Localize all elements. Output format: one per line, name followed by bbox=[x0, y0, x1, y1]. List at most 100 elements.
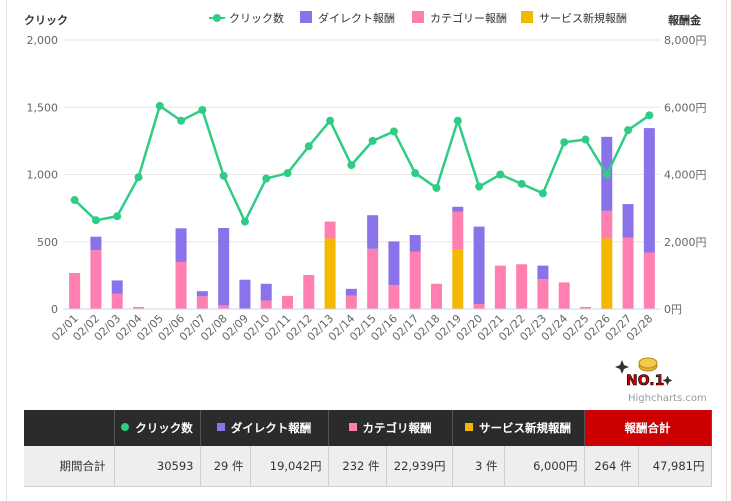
click-reward-chart: 0 500 1,000 1,500 2,000 0円 2,000円 4,000円 6,000円 8… bbox=[24, 11, 707, 344]
clicks-point bbox=[389, 127, 398, 136]
y-right-tick-label: 8,000円 bbox=[664, 34, 707, 47]
y-left-tick-label: 1,500 bbox=[27, 101, 59, 114]
clicks-series-line bbox=[73, 103, 651, 225]
clicks-point bbox=[581, 135, 590, 144]
clicks-point bbox=[283, 169, 292, 178]
clicks-point bbox=[475, 182, 484, 191]
clicks-point bbox=[645, 111, 654, 120]
category-bar bbox=[111, 293, 123, 309]
direct-count: 29 件 bbox=[200, 446, 251, 487]
summary-total-row: 期間合計 30593 29 件 19,042円 232 件 22,939円 3 … bbox=[24, 446, 712, 487]
clicks-point bbox=[134, 173, 143, 182]
category-bar bbox=[69, 273, 81, 309]
direct-bar bbox=[345, 288, 357, 296]
clicks-point bbox=[347, 161, 356, 170]
category-bar bbox=[494, 265, 506, 309]
category-bar bbox=[218, 305, 230, 309]
category-bar bbox=[367, 248, 379, 309]
row-label: 期間合計 bbox=[24, 446, 115, 487]
y-right-tick-label: 6,000円 bbox=[664, 101, 707, 114]
clicks-point bbox=[70, 196, 79, 205]
direct-bar bbox=[175, 228, 187, 262]
chart-line bbox=[70, 101, 654, 226]
direct-bar bbox=[218, 227, 230, 306]
y-left-tick-label: 2,000 bbox=[27, 34, 59, 47]
summary-table: クリック数 ダイレクト報酬 カテゴリ報酬 サービス新規報酬 報酬合計 期間合計 … bbox=[24, 410, 712, 487]
summary-header-row: クリック数 ダイレクト報酬 カテゴリ報酬 サービス新規報酬 報酬合計 bbox=[24, 410, 712, 446]
legend-direct: ダイレクト報酬 bbox=[300, 11, 395, 25]
direct-bar bbox=[239, 279, 251, 309]
direct-bar bbox=[90, 236, 102, 251]
category-bar bbox=[643, 252, 655, 309]
y-left-tick-label: 1,000 bbox=[27, 169, 59, 182]
chart-axes: 0 500 1,000 1,500 2,000 0円 2,000円 4,000円 6,000円 8… bbox=[27, 34, 707, 344]
category-bar bbox=[196, 296, 208, 309]
legend-category: カテゴリー報酬 bbox=[412, 11, 507, 25]
direct-square-icon bbox=[216, 423, 225, 431]
chart-card bbox=[6, 0, 727, 501]
no1-badge-logo: NO.1 bbox=[614, 355, 674, 395]
legend-dot-icon bbox=[213, 14, 221, 22]
clicks-point bbox=[602, 170, 611, 179]
clicks-total: 30593 bbox=[114, 446, 201, 487]
category-bar bbox=[558, 282, 570, 309]
category-bar bbox=[409, 251, 421, 309]
category-bar bbox=[452, 211, 464, 250]
clicks-point bbox=[368, 136, 377, 145]
category-bar bbox=[622, 237, 634, 309]
category-bar bbox=[260, 300, 272, 309]
clicks-point bbox=[538, 189, 547, 198]
no1-logo-text: NO.1 bbox=[626, 373, 664, 389]
direct-bar bbox=[452, 206, 464, 212]
chart-legend: クリック数 ダイレクト報酬 カテゴリー報酬 サービス新規報酬 bbox=[209, 11, 627, 25]
header-service: サービス新規報酬 bbox=[452, 410, 585, 446]
direct-bar bbox=[537, 265, 549, 280]
clicks-point bbox=[517, 179, 526, 188]
legend-label: カテゴリー報酬 bbox=[430, 11, 507, 25]
total-count: 264 件 bbox=[584, 446, 639, 487]
clicks-point bbox=[177, 116, 186, 125]
y-left-tick-label: 500 bbox=[37, 236, 58, 249]
legend-square-icon bbox=[412, 11, 424, 23]
direct-bar bbox=[260, 283, 272, 301]
category-bar bbox=[601, 210, 613, 239]
category-bar bbox=[580, 306, 591, 309]
legend-square-icon bbox=[521, 11, 533, 23]
category-square-icon bbox=[348, 423, 357, 431]
header-total: 報酬合計 bbox=[584, 410, 712, 446]
service-bar bbox=[601, 238, 613, 309]
clicks-point bbox=[432, 183, 441, 192]
clicks-point bbox=[453, 116, 462, 125]
legend-clicks: クリック数 bbox=[209, 12, 284, 25]
chart-bars bbox=[69, 128, 655, 309]
service-count: 3 件 bbox=[452, 446, 505, 487]
header-clicks: クリック数 bbox=[114, 410, 201, 446]
clicks-point bbox=[496, 170, 505, 179]
total-amount: 47,981円 bbox=[638, 446, 712, 487]
header-blank bbox=[24, 410, 115, 446]
clicks-point bbox=[326, 116, 335, 125]
clicks-point bbox=[624, 126, 633, 135]
chart-grid bbox=[64, 39, 660, 310]
y-left-tick-label: 0 bbox=[51, 303, 58, 316]
highcharts-credit-link[interactable]: Highcharts.com bbox=[628, 393, 707, 404]
legend-label: サービス新規報酬 bbox=[539, 11, 627, 25]
left-axis-title: クリック bbox=[24, 14, 68, 27]
category-bar bbox=[516, 264, 528, 309]
direct-bar bbox=[409, 235, 421, 252]
service-bar bbox=[452, 249, 464, 309]
legend-square-icon bbox=[300, 11, 312, 23]
direct-bar bbox=[111, 280, 123, 294]
legend-service: サービス新規報酬 bbox=[521, 11, 627, 25]
y-right-tick-label: 2,000円 bbox=[664, 236, 707, 249]
clicks-point bbox=[560, 138, 569, 147]
category-bar bbox=[90, 250, 102, 309]
category-bar bbox=[345, 295, 357, 309]
direct-bar bbox=[388, 241, 400, 286]
category-bar bbox=[473, 303, 485, 309]
category-bar bbox=[303, 275, 315, 309]
clicks-point bbox=[240, 217, 249, 226]
category-bar bbox=[282, 295, 293, 309]
header-category: カテゴリ報酬 bbox=[328, 410, 453, 446]
y-right-tick-label: 4,000円 bbox=[664, 169, 707, 182]
